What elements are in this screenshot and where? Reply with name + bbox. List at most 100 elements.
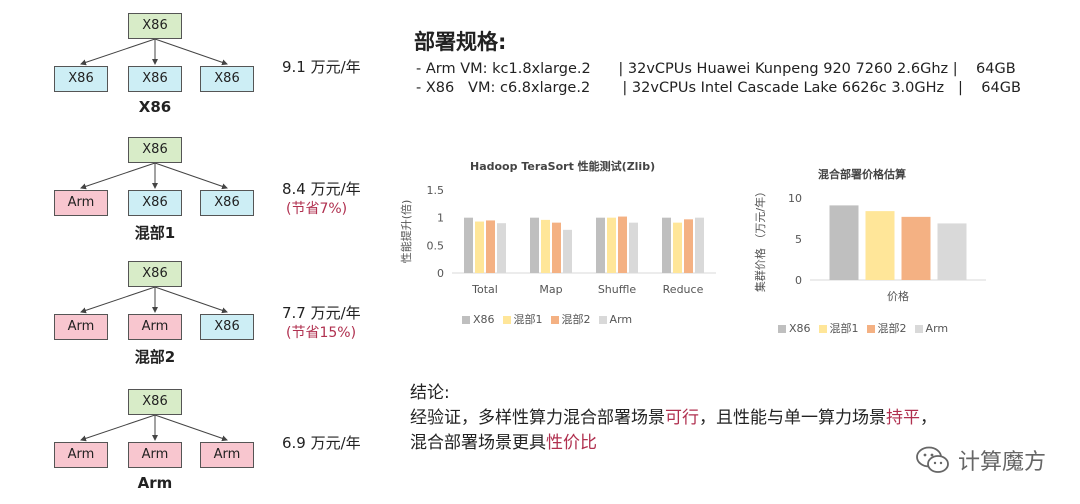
conclusion-text: 经验证，多样性算力混合部署场景: [410, 408, 665, 428]
bar-混部1: [475, 221, 484, 273]
tree-leaf-node: Arm: [54, 314, 108, 340]
bar-X86: [662, 217, 671, 273]
tree-leaf-node: Arm: [200, 442, 254, 468]
legend-label: 混部2: [561, 313, 591, 326]
bar-X86: [530, 217, 539, 273]
tree-leaf-node: X86: [128, 190, 182, 216]
tree-root-node: X86: [128, 389, 182, 415]
tree-arrow: [154, 286, 228, 314]
spec-line-arm: - Arm VM: kc1.8xlarge.2 | 32vCPUs Huawei…: [416, 61, 1016, 77]
y-tick-label: 0: [437, 267, 444, 280]
legend-swatch: [462, 316, 470, 324]
chart2-title: 混合部署价格估算: [818, 168, 906, 181]
bar-混部1: [541, 219, 550, 273]
x-tick-label: Reduce: [663, 283, 704, 296]
tree-1: X86 Arm X86 X86 混部1: [40, 136, 280, 246]
bar-X86: [829, 205, 859, 280]
tree-label: Arm: [137, 474, 173, 492]
tree-price: 7.7 万元/年: [282, 304, 361, 322]
legend-swatch: [914, 325, 923, 333]
tree-root-node: X86: [128, 261, 182, 287]
legend-swatch: [818, 325, 827, 333]
bar-Arm: [937, 223, 967, 280]
conclusion-text: ，且性能与单一算力场景: [699, 408, 886, 428]
legend-label: Arm: [925, 322, 949, 335]
tree-links: [80, 286, 228, 314]
legend-swatch: [778, 325, 786, 333]
tree-leaf-node: X86: [54, 66, 108, 92]
tree-0: X86 X86 X86 X86 X86: [40, 12, 280, 122]
bar-混部2: [618, 216, 627, 273]
bar-Arm: [563, 229, 572, 273]
bar-X86: [464, 217, 473, 273]
spec-title: 部署规格:: [414, 30, 507, 54]
tree-leaf-node: Arm: [54, 442, 108, 468]
tree-label: X86: [138, 98, 172, 116]
y-tick-label: 5: [795, 233, 802, 246]
y-tick-label: 1: [437, 212, 444, 225]
bar-混部2: [901, 216, 931, 280]
tree-root-node: X86: [128, 13, 182, 39]
conclusion-text: ，: [920, 408, 937, 428]
y-axis-label: 集群价格 （万元/年）: [753, 186, 767, 292]
tree-leaf-node: Arm: [54, 190, 108, 216]
legend-label: X86: [473, 313, 495, 326]
chart1-title: Hadoop TeraSort 性能测试(Zlib): [470, 160, 656, 173]
conclusion-line-1: 经验证，多样性算力混合部署场景可行，且性能与单一算力场景持平，: [410, 403, 937, 428]
conclusion-line-2: 混合部署场景更具性价比: [410, 428, 597, 453]
bar-混部2: [552, 222, 561, 273]
x-tick-label: Shuffle: [598, 283, 637, 296]
tree-3: X86 Arm Arm Arm Arm: [40, 388, 280, 498]
terasort-chart: Hadoop TeraSort 性能测试(Zlib) 0 0.5 1 1.5 性能提升(…: [398, 148, 738, 338]
tree-leaf-node: X86: [200, 314, 254, 340]
highlight-equal: 持平: [886, 408, 920, 428]
legend-label: 混部1: [513, 313, 543, 326]
tree-leaf-node: X86: [200, 190, 254, 216]
tree-arrow: [154, 162, 228, 190]
legend-swatch: [866, 325, 875, 333]
tree-label: 混部1: [134, 224, 176, 242]
bar-Arm: [497, 223, 506, 273]
legend-label: X86: [789, 322, 811, 335]
legend-label: 混部2: [877, 322, 907, 335]
y-tick-label: 1.5: [427, 184, 445, 197]
bar-混部2: [684, 219, 693, 273]
wechat-icon: [916, 446, 949, 473]
bar-混部2: [486, 220, 495, 273]
chart2-legend: X86 混部1 混部2 Arm: [770, 320, 948, 336]
tree-price: 8.4 万元/年: [282, 180, 361, 198]
tree-saving: (节省15%): [286, 325, 357, 341]
x-tick-label: Total: [471, 283, 498, 296]
tree-links: [80, 162, 228, 190]
highlight-cost: 性价比: [546, 433, 597, 453]
tree-arrow: [80, 162, 156, 190]
bar-X86: [596, 217, 605, 273]
tree-arrow: [154, 38, 228, 66]
tree-leaf-node: Arm: [128, 442, 182, 468]
legend-swatch: [502, 316, 511, 324]
tree-price: 6.9 万元/年: [282, 434, 361, 452]
tree-links: [80, 414, 228, 442]
tree-links: [80, 38, 228, 66]
tree-2: X86 Arm Arm X86 混部2: [40, 260, 280, 370]
tree-arrow: [80, 38, 156, 66]
bar-混部1: [673, 222, 682, 273]
tree-leaf-node: X86: [128, 66, 182, 92]
chart1-legend: X86 混部1 混部2 Arm: [454, 311, 632, 327]
tree-arrow: [80, 286, 156, 314]
tree-label: 混部2: [134, 348, 176, 366]
tree-root-node: X86: [128, 137, 182, 163]
y-axis-label: 性能提升(倍): [399, 200, 413, 264]
bar-Arm: [629, 222, 638, 273]
y-tick-label: 0.5: [427, 239, 445, 252]
price-chart: 混合部署价格估算 0 5 10 集群价格 （万元/年） 价格 X86 混部1 混部2 Arm: [748, 148, 1008, 338]
bar-Arm: [695, 217, 704, 273]
tree-price: 9.1 万元/年: [282, 58, 361, 76]
legend-swatch: [550, 316, 559, 324]
legend-swatch: [598, 316, 607, 324]
tree-arrow: [80, 414, 156, 442]
bar-混部1: [607, 217, 616, 273]
tree-saving: (节省7%): [286, 201, 348, 217]
x-axis-label: 价格: [887, 289, 909, 303]
y-tick-label: 10: [788, 192, 802, 205]
